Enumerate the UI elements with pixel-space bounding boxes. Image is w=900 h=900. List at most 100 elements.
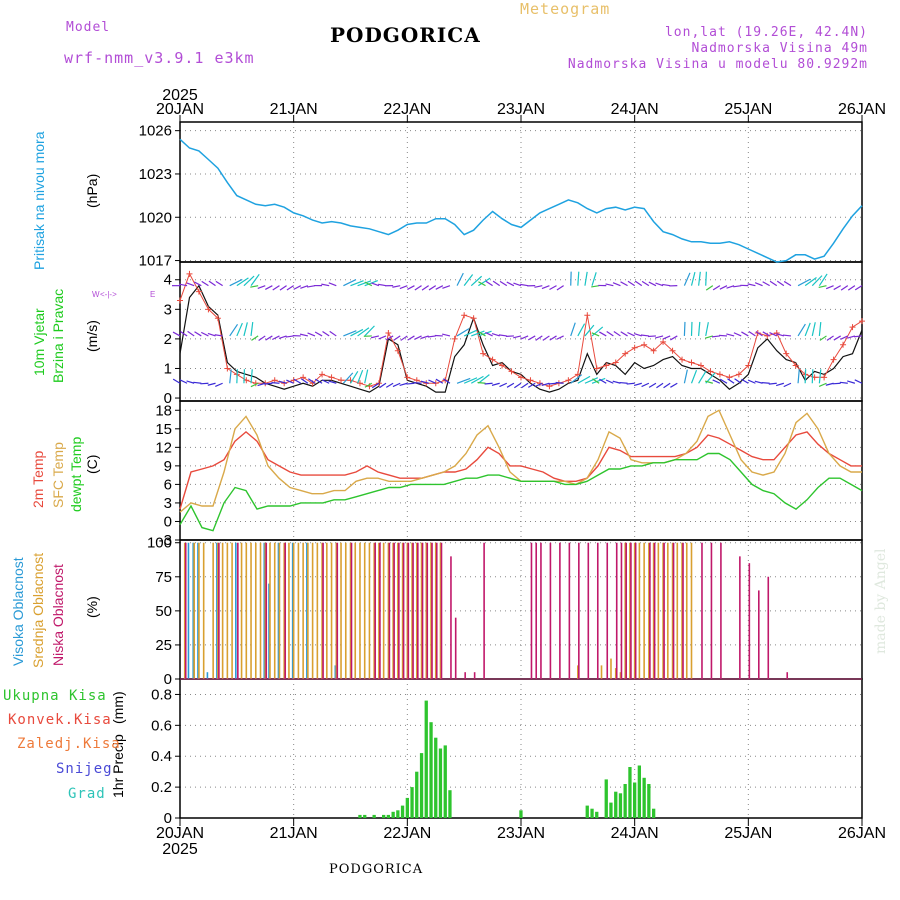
wind-gust-marker bbox=[461, 312, 468, 319]
wind-direction-arrow bbox=[619, 381, 628, 384]
y-tick-label: 0.6 bbox=[151, 717, 172, 734]
y-tick-label: 3 bbox=[164, 301, 172, 318]
wind-gust-marker bbox=[622, 350, 629, 357]
wind-direction-arrow bbox=[506, 281, 515, 287]
wind-direction-arrow bbox=[499, 280, 508, 287]
wind-gust-marker bbox=[716, 371, 723, 378]
y-tick-label: 18 bbox=[155, 402, 172, 419]
wind-direction-arrow bbox=[264, 382, 273, 385]
wind-direction-arrow bbox=[704, 380, 713, 384]
lonlat-readout: lon,lat (19.26E, 42.4N) bbox=[664, 25, 868, 40]
wind-gust-marker bbox=[840, 341, 847, 348]
wind-gust-marker bbox=[830, 356, 837, 363]
wind-direction-arrow bbox=[172, 331, 181, 337]
model-name: wrf-nmm_v3.9.1 e3km bbox=[64, 49, 255, 67]
wind-direction-arrow bbox=[656, 382, 664, 389]
compass-w: W bbox=[92, 290, 100, 299]
wind-direction-arrow bbox=[349, 370, 359, 384]
wind-direction-arrow bbox=[342, 372, 354, 384]
wind-direction-arrow bbox=[229, 278, 243, 287]
wind-direction-arrow bbox=[229, 369, 232, 384]
wind-gust-marker bbox=[631, 344, 638, 351]
wind-direction-arrow bbox=[278, 335, 287, 340]
wind-direction-arrow bbox=[712, 379, 721, 384]
wind-direction-arrow bbox=[712, 285, 721, 291]
wind-direction-arrow bbox=[265, 285, 273, 290]
wind-direction-arrow bbox=[626, 382, 635, 385]
wind-direction-arrow bbox=[250, 273, 260, 287]
wind-direction-arrow bbox=[633, 333, 642, 337]
wind-direction-arrow bbox=[768, 382, 777, 385]
x-tick-label-bottom: 24JAN bbox=[611, 825, 659, 842]
wind-direction-arrow bbox=[250, 369, 253, 384]
wind-direction-arrow bbox=[570, 374, 583, 384]
wind-direction-arrow bbox=[769, 332, 778, 337]
wind-direction-arrow bbox=[279, 285, 287, 291]
wind-gust-marker bbox=[584, 312, 591, 319]
wind-gust-marker bbox=[224, 365, 231, 372]
model-elevation-readout: Nadmorska Visina u modelu 80.9292m bbox=[567, 57, 868, 72]
wind-direction-arrow bbox=[535, 335, 543, 341]
precip-bar bbox=[419, 753, 424, 818]
x-tick-label-top: 20JAN bbox=[156, 101, 204, 118]
precip-bar bbox=[438, 748, 443, 818]
wind-direction-arrow bbox=[776, 333, 785, 337]
y-tick-label: 0.4 bbox=[151, 748, 172, 765]
precip-bar bbox=[590, 808, 594, 818]
precip-bar bbox=[429, 722, 433, 818]
wind-direction-arrow bbox=[491, 332, 500, 337]
wind-direction-arrow bbox=[485, 280, 493, 287]
wind-direction-arrow bbox=[698, 271, 701, 286]
wind-direction-arrow bbox=[705, 271, 707, 286]
wind-direction-arrow bbox=[591, 332, 600, 337]
x-tick-label-top: 25JAN bbox=[724, 101, 772, 118]
precip-bar bbox=[448, 790, 452, 818]
wind-gust-marker bbox=[499, 362, 506, 369]
wind-direction-arrow bbox=[378, 335, 387, 340]
wind-direction-arrow bbox=[570, 322, 576, 337]
wind-direction-arrow bbox=[854, 285, 863, 291]
wind-direction-arrow bbox=[612, 282, 621, 287]
wind-direction-arrow bbox=[847, 380, 856, 384]
bottom-title: PODGORICA bbox=[329, 862, 424, 877]
y-tick-label: 1017 bbox=[139, 253, 172, 270]
wind-gust-marker bbox=[338, 377, 345, 384]
wind-direction-arrow bbox=[285, 335, 294, 338]
temp-2m-line bbox=[179, 430, 862, 510]
wind-direction-arrow bbox=[484, 382, 493, 385]
wind-direction-arrow bbox=[370, 335, 380, 339]
year-label-bottom: 2025 bbox=[162, 841, 198, 858]
wind-direction-arrow bbox=[414, 335, 422, 340]
wind-direction-arrow bbox=[605, 283, 614, 287]
wind-direction-arrow bbox=[683, 321, 686, 336]
wind-direction-arrow bbox=[521, 382, 529, 389]
wind-direction-arrow bbox=[599, 331, 607, 337]
wind-direction-arrow bbox=[719, 378, 728, 384]
wind-direction-arrow bbox=[499, 382, 508, 388]
page-title: PODGORICA bbox=[330, 23, 481, 47]
wind-direction-arrow bbox=[428, 379, 436, 384]
wind-direction-arrow bbox=[251, 335, 259, 341]
y-tick-label: 1023 bbox=[139, 166, 172, 183]
wind-direction-arrow bbox=[818, 285, 827, 289]
wind-direction-arrow bbox=[755, 330, 763, 337]
wind-direction-arrow bbox=[506, 382, 515, 388]
wind-direction-arrow bbox=[463, 274, 474, 287]
precip-bar bbox=[396, 810, 400, 818]
wind-gust-marker bbox=[195, 288, 202, 295]
wind-gust-marker bbox=[451, 335, 458, 342]
wind-direction-arrow bbox=[811, 369, 814, 384]
wind-direction-arrow bbox=[478, 277, 491, 287]
wind-direction-arrow bbox=[620, 281, 628, 287]
wind-direction-arrow bbox=[328, 380, 337, 384]
wind-gust-marker bbox=[859, 318, 865, 325]
y-tick-label: 100 bbox=[147, 535, 172, 552]
wind-direction-arrow bbox=[463, 329, 478, 337]
wind-direction-arrow bbox=[662, 335, 671, 340]
wind-direction-arrow bbox=[378, 283, 387, 287]
wind-direction-arrow bbox=[350, 280, 364, 287]
y-tick-label: 75 bbox=[155, 569, 172, 586]
wind-gust-marker bbox=[375, 380, 382, 387]
wind-direction-arrow bbox=[612, 380, 621, 384]
